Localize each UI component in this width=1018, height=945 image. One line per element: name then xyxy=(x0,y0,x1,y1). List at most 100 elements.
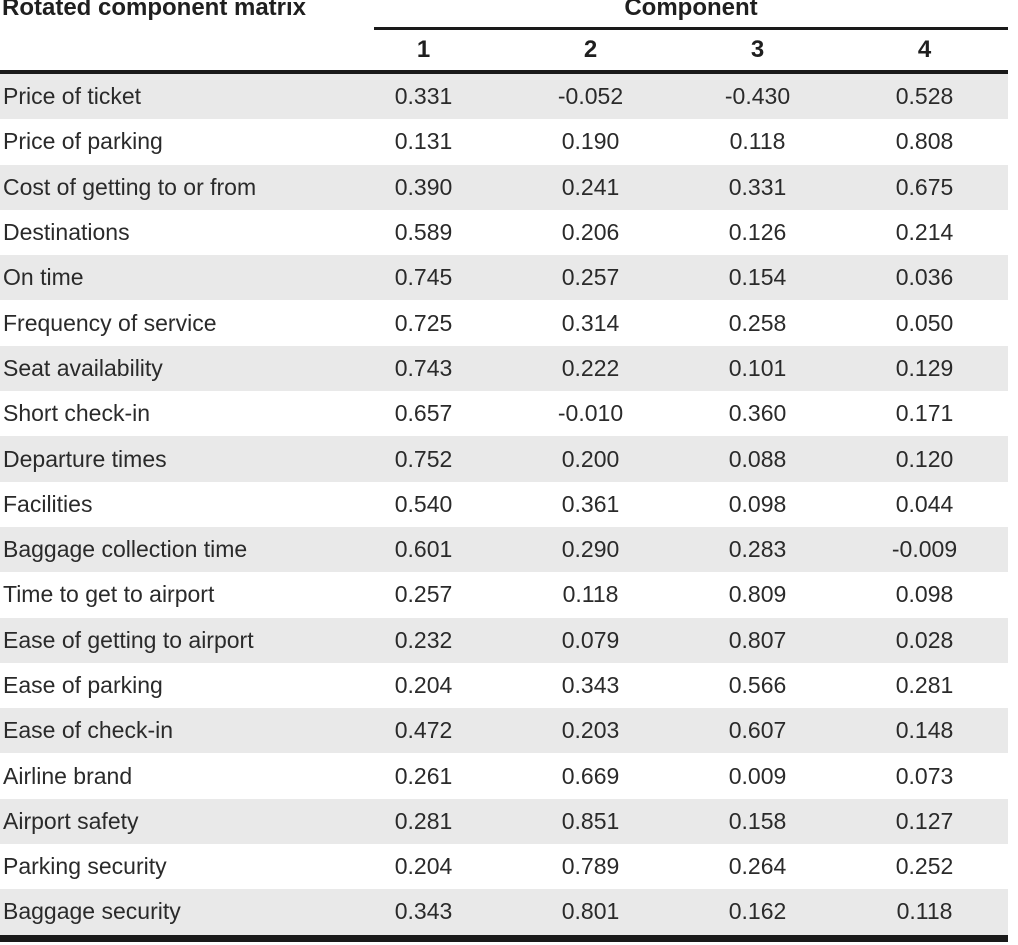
cell-value: 0.566 xyxy=(728,672,787,698)
cell-value: 0.073 xyxy=(895,762,954,789)
cell-value: 0.809 xyxy=(728,581,787,608)
row-label: Parking security xyxy=(3,853,167,880)
cell-value: 0.028 xyxy=(895,626,954,653)
cell-value: 0.314 xyxy=(561,309,620,336)
table-row: Airport safety 0.281 0.851 0.158 0.127 xyxy=(0,798,1008,845)
table-row: Frequency of service 0.725 0.314 0.258 0.050 xyxy=(0,300,1008,345)
row-label: Airport safety xyxy=(3,807,139,834)
cell-value: 0.158 xyxy=(728,807,787,834)
cell-value: 0.171 xyxy=(895,400,954,427)
row-label: Ease of parking xyxy=(3,672,163,698)
table-row: Airline brand 0.261 0.669 0.009 0.073 xyxy=(0,753,1008,798)
cell-value: 0.743 xyxy=(394,354,453,381)
cell-value: 0.390 xyxy=(394,173,453,200)
cell-value: 0.154 xyxy=(728,264,787,291)
cell-value: 0.214 xyxy=(895,219,954,246)
table-row: Departure times 0.752 0.200 0.088 0.120 xyxy=(0,436,1008,482)
cell-value: 0.200 xyxy=(561,445,620,472)
cell-value: 0.190 xyxy=(561,128,620,155)
cell-value: 0.126 xyxy=(728,219,787,246)
table-row: Baggage collection time 0.601 0.290 0.283 -0… xyxy=(0,526,1008,573)
cell-value: 0.120 xyxy=(895,445,954,472)
column-header: 4 xyxy=(917,36,932,63)
cell-value: 0.241 xyxy=(561,173,620,200)
cell-value: 0.222 xyxy=(561,354,620,381)
cell-value: 0.745 xyxy=(394,264,453,291)
cell-value: 0.079 xyxy=(561,626,620,653)
cell-value: -0.430 xyxy=(724,83,791,110)
cell-value: 0.789 xyxy=(561,853,620,880)
cell-value: 0.601 xyxy=(394,536,453,563)
cell-value: 0.331 xyxy=(394,83,453,110)
cell-value: 0.264 xyxy=(728,853,787,880)
row-label: Facilities xyxy=(3,490,93,517)
table-body: Price of ticket 0.331 -0.052 -0.430 0.528 Pri… xyxy=(0,74,1008,935)
cell-value: 0.657 xyxy=(394,400,453,427)
cell-value: 0.281 xyxy=(895,672,954,698)
columns-row: 1 2 3 4 xyxy=(0,30,1008,74)
cell-value: 0.098 xyxy=(728,490,787,517)
cell-value: 0.807 xyxy=(728,626,787,653)
cell-value: 0.343 xyxy=(561,672,620,698)
row-label: Short check-in xyxy=(3,400,151,427)
cell-value: 0.101 xyxy=(728,354,787,381)
cell-value: 0.203 xyxy=(561,717,620,744)
cell-value: 0.589 xyxy=(394,219,453,246)
component-group-header: Component xyxy=(374,0,1008,30)
cell-value: 0.343 xyxy=(394,898,453,925)
bottom-rule xyxy=(0,934,1008,942)
row-label: Airline brand xyxy=(3,762,133,789)
row-label: Departure times xyxy=(3,445,167,472)
table-row: Short check-in 0.657 -0.010 0.360 0.171 xyxy=(0,391,1008,436)
row-label: Baggage collection time xyxy=(3,536,248,563)
cell-value: 0.129 xyxy=(895,354,954,381)
row-label: Destinations xyxy=(3,219,130,246)
table-row: Ease of getting to airport 0.232 0.079 0.80… xyxy=(0,617,1008,663)
row-label: Ease of getting to airport xyxy=(3,626,254,653)
table-row: Parking security 0.204 0.789 0.264 0.252 xyxy=(0,844,1008,889)
table-row: Facilities 0.540 0.361 0.098 0.044 xyxy=(0,482,1008,527)
table-row: Seat availability 0.743 0.222 0.101 0.129 xyxy=(0,345,1008,392)
cell-value: 0.148 xyxy=(895,717,954,744)
cell-value: 0.752 xyxy=(394,445,453,472)
cell-value: 0.257 xyxy=(561,264,620,291)
cell-value: 0.088 xyxy=(728,445,787,472)
cell-value: 0.283 xyxy=(728,536,787,563)
row-label: Frequency of service xyxy=(3,309,217,336)
cell-value: 0.808 xyxy=(895,128,954,155)
cell-value: 0.801 xyxy=(561,898,620,925)
cell-value: 0.331 xyxy=(728,173,787,200)
table-row: On time 0.745 0.257 0.154 0.036 xyxy=(0,255,1008,301)
row-label: Time to get to airport xyxy=(3,581,215,608)
row-label-column-spacer xyxy=(0,30,340,70)
cell-value: 0.098 xyxy=(895,581,954,608)
cell-value: 0.204 xyxy=(394,672,453,698)
row-label: Seat availability xyxy=(3,354,163,381)
table-row: Ease of check-in 0.472 0.203 0.607 0.148 xyxy=(0,708,1008,754)
cell-value: 0.472 xyxy=(394,717,453,744)
cell-value: 0.036 xyxy=(895,264,954,291)
cell-value: 0.607 xyxy=(728,717,787,744)
row-label: On time xyxy=(3,264,84,291)
cell-value: -0.009 xyxy=(891,536,958,563)
cell-value: 0.258 xyxy=(728,309,787,336)
cell-value: 0.118 xyxy=(729,128,786,155)
cell-value: 0.361 xyxy=(561,490,620,517)
cell-value: 0.257 xyxy=(394,581,453,608)
column-header: 3 xyxy=(750,36,765,63)
table-row: Baggage security 0.343 0.801 0.162 0.118 xyxy=(0,889,1008,935)
row-label: Price of parking xyxy=(3,128,163,155)
cell-value: 0.009 xyxy=(728,762,787,789)
column-header: 1 xyxy=(416,36,431,63)
table-header-top: Rotated component matrix Component xyxy=(0,0,1008,30)
table-row: Time to get to airport 0.257 0.118 0.809 0.0… xyxy=(0,572,1008,617)
cell-value: 0.127 xyxy=(895,807,954,834)
cell-value: 0.206 xyxy=(561,219,620,246)
cell-value: 0.528 xyxy=(895,83,954,110)
column-header: 2 xyxy=(583,36,598,63)
table-title: Rotated component matrix xyxy=(2,0,307,21)
row-label: Price of ticket xyxy=(3,83,142,110)
row-label: Ease of check-in xyxy=(3,717,174,744)
cell-value: 0.204 xyxy=(394,853,453,880)
